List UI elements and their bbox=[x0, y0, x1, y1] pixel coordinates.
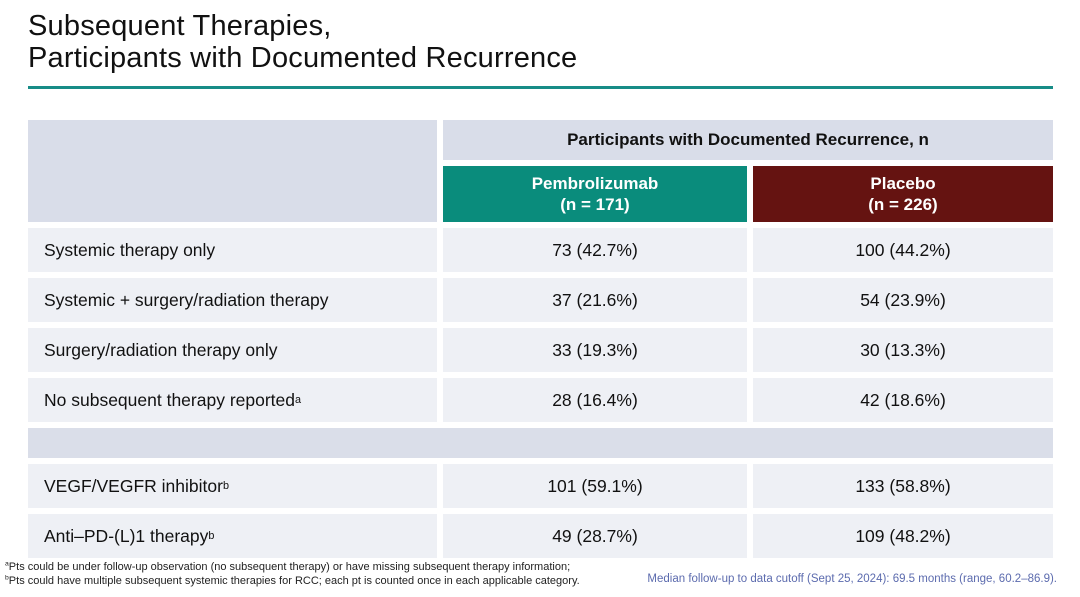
cell-systemic-only-pembrolizumab: 73 (42.7%) bbox=[443, 228, 747, 272]
footnote-a: aPts could be under follow-up observatio… bbox=[5, 560, 580, 574]
column-header-n: (n = 171) bbox=[560, 195, 630, 214]
cell-systemic-only-placebo: 100 (44.2%) bbox=[753, 228, 1053, 272]
row-label-text: Systemic + surgery/radiation therapy bbox=[44, 289, 329, 310]
row-label-text: No subsequent therapy reported bbox=[44, 389, 295, 410]
footnote-b-text: Pts could have multiple subsequent syste… bbox=[8, 575, 580, 587]
cell-surgery-only-pembrolizumab: 33 (19.3%) bbox=[443, 328, 747, 372]
cell-surgery-only-placebo: 30 (13.3%) bbox=[753, 328, 1053, 372]
column-header-pembrolizumab: Pembrolizumab (n = 171) bbox=[443, 166, 747, 222]
column-header-name: Pembrolizumab bbox=[531, 174, 659, 193]
footnotes-left: aPts could be under follow-up observatio… bbox=[5, 560, 580, 588]
row-label-text: VEGF/VEGFR inhibitor bbox=[44, 475, 223, 496]
row-label-no-subsequent-therapy: No subsequent therapy reported a bbox=[28, 378, 437, 422]
header-blank-cell bbox=[28, 120, 437, 222]
cell-vegf-inhibitor-pembrolizumab: 101 (59.1%) bbox=[443, 464, 747, 508]
row-label-vegf-inhibitor: VEGF/VEGFR inhibitor b bbox=[28, 464, 437, 508]
footnote-b: bPts could have multiple subsequent syst… bbox=[5, 574, 580, 588]
cell-anti-pd-l1-placebo: 109 (48.2%) bbox=[753, 514, 1053, 558]
row-label-surgery-only: Surgery/radiation therapy only bbox=[28, 328, 437, 372]
footnote-median-followup: Median follow-up to data cutoff (Sept 25… bbox=[647, 573, 1057, 585]
row-label-systemic-only: Systemic therapy only bbox=[28, 228, 437, 272]
title-line-1: Subsequent Therapies, bbox=[28, 10, 332, 42]
row-label-text: Systemic therapy only bbox=[44, 239, 216, 260]
column-header-name: Placebo bbox=[870, 174, 936, 193]
table-header-band: Participants with Documented Recurrence,… bbox=[443, 120, 1053, 160]
row-label-text: Anti–PD-(L)1 therapy bbox=[44, 525, 209, 546]
cell-systemic-plus-surgery-placebo: 54 (23.9%) bbox=[753, 278, 1053, 322]
column-header-n: (n = 226) bbox=[868, 195, 938, 214]
row-label-anti-pd-l1: Anti–PD-(L)1 therapy b bbox=[28, 514, 437, 558]
row-label-systemic-plus-surgery: Systemic + surgery/radiation therapy bbox=[28, 278, 437, 322]
column-header-placebo: Placebo (n = 226) bbox=[753, 166, 1053, 222]
page-title: Subsequent Therapies, Participants with … bbox=[28, 10, 577, 74]
title-line-2: Participants with Documented Recurrence bbox=[28, 42, 578, 74]
cell-systemic-plus-surgery-pembrolizumab: 37 (21.6%) bbox=[443, 278, 747, 322]
row-label-text: Surgery/radiation therapy only bbox=[44, 339, 278, 360]
subsequent-therapies-table: Participants with Documented Recurrence,… bbox=[28, 120, 1053, 558]
table-spacer-row bbox=[28, 428, 1053, 458]
title-underline-rule bbox=[28, 86, 1053, 89]
footnote-a-text: Pts could be under follow-up observation… bbox=[8, 561, 571, 573]
footnote-b-superscript: b bbox=[5, 574, 9, 582]
cell-anti-pd-l1-pembrolizumab: 49 (28.7%) bbox=[443, 514, 747, 558]
footnote-a-superscript: a bbox=[5, 560, 9, 568]
cell-vegf-inhibitor-placebo: 133 (58.8%) bbox=[753, 464, 1053, 508]
cell-no-subsequent-therapy-pembrolizumab: 28 (16.4%) bbox=[443, 378, 747, 422]
cell-no-subsequent-therapy-placebo: 42 (18.6%) bbox=[753, 378, 1053, 422]
